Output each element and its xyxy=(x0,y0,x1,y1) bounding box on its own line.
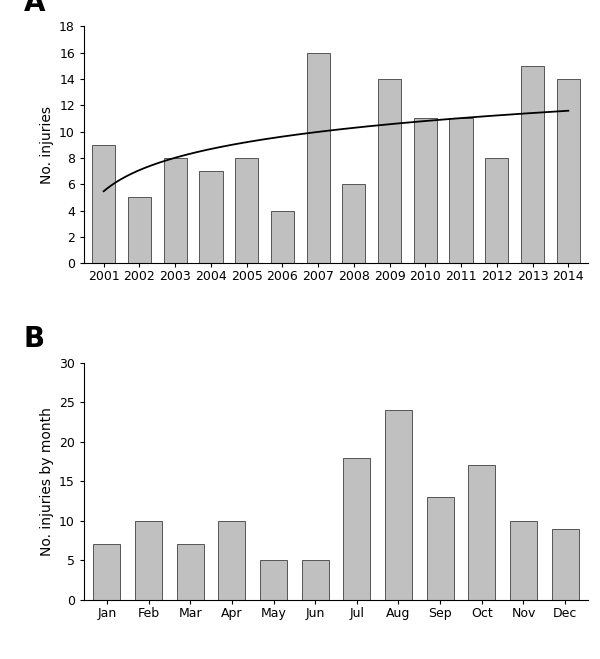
Bar xyxy=(385,410,412,600)
Y-axis label: No. injuries by month: No. injuries by month xyxy=(40,407,53,556)
Bar xyxy=(218,521,245,600)
Bar xyxy=(164,158,187,264)
Bar xyxy=(94,544,121,600)
Bar xyxy=(92,145,115,264)
Bar xyxy=(199,171,223,264)
Bar xyxy=(135,521,162,600)
Bar xyxy=(449,119,473,264)
Bar xyxy=(378,79,401,264)
Bar xyxy=(235,158,258,264)
Bar xyxy=(307,53,330,264)
Bar xyxy=(260,560,287,600)
Text: B: B xyxy=(23,326,44,353)
Bar xyxy=(468,465,496,600)
Bar xyxy=(302,560,329,600)
Bar xyxy=(176,544,204,600)
Bar xyxy=(557,79,580,264)
Bar xyxy=(521,66,544,264)
Bar xyxy=(485,158,508,264)
Bar xyxy=(427,497,454,600)
Bar xyxy=(510,521,537,600)
Bar xyxy=(342,185,365,264)
Text: A: A xyxy=(23,0,45,17)
Y-axis label: No. injuries: No. injuries xyxy=(40,106,53,184)
Bar xyxy=(271,211,294,264)
Bar xyxy=(551,529,578,600)
Bar xyxy=(343,457,370,600)
Bar xyxy=(414,119,437,264)
Bar xyxy=(128,198,151,264)
